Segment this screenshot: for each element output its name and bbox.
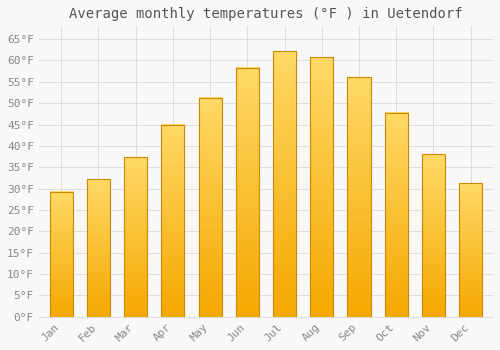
Bar — [50, 191, 72, 317]
Bar — [236, 68, 259, 317]
Bar — [384, 113, 408, 317]
Bar — [310, 57, 334, 317]
Bar — [273, 51, 296, 317]
Bar — [124, 157, 147, 317]
Bar — [459, 183, 482, 317]
Bar — [422, 154, 445, 317]
Title: Average monthly temperatures (°F ) in Uetendorf: Average monthly temperatures (°F ) in Ue… — [69, 7, 462, 21]
Bar — [198, 98, 222, 317]
Bar — [162, 125, 184, 317]
Bar — [348, 77, 370, 317]
Bar — [87, 179, 110, 317]
